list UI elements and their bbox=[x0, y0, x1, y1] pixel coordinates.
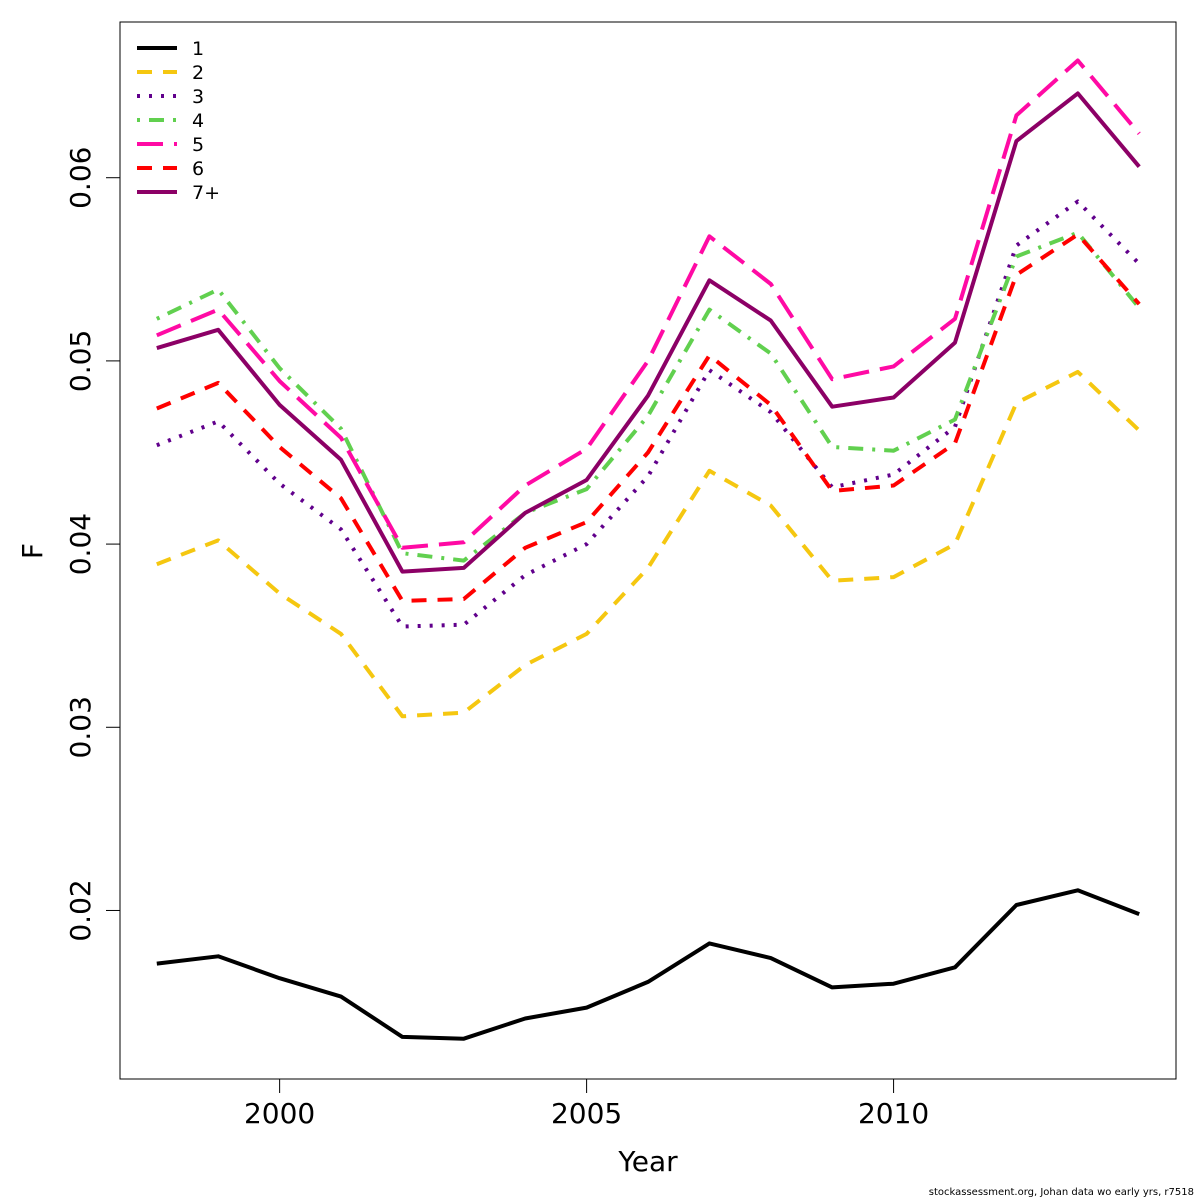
series-line-1 bbox=[156, 888, 1140, 1041]
y-tick-label: 0.06 bbox=[64, 147, 97, 209]
series-line-6 bbox=[156, 232, 1141, 603]
y-tick-label: 0.02 bbox=[64, 879, 97, 941]
series-line-7plus bbox=[156, 91, 1141, 574]
legend-label: 1 bbox=[192, 38, 204, 60]
x-tick-label: 2010 bbox=[858, 1097, 929, 1130]
y-tick-label: 0.03 bbox=[64, 696, 97, 758]
series-line-5 bbox=[156, 58, 1141, 550]
x-tick-label: 2000 bbox=[244, 1097, 315, 1130]
legend-label: 2 bbox=[192, 62, 204, 84]
legend-label: 7+ bbox=[192, 182, 220, 204]
series-line-3 bbox=[156, 199, 1141, 629]
legend-label: 4 bbox=[192, 110, 204, 132]
plot-frame bbox=[119, 21, 1177, 1080]
y-tick-label: 0.05 bbox=[64, 330, 97, 392]
y-tick-label: 0.04 bbox=[64, 513, 97, 575]
y-axis: 0.02 0.03 0.04 0.05 0.06 bbox=[64, 147, 121, 942]
series-line-2 bbox=[156, 369, 1141, 719]
credit-text: stockassessment.org, Johan data wo early… bbox=[928, 1187, 1194, 1198]
legend-label: 6 bbox=[192, 158, 204, 180]
x-axis-title: Year bbox=[617, 1145, 678, 1178]
series-lines bbox=[155, 58, 1141, 1041]
x-axis: 2000 2005 2010 bbox=[244, 1078, 929, 1130]
legend-label: 3 bbox=[192, 86, 204, 108]
y-axis-title: F bbox=[16, 543, 49, 559]
x-tick-label: 2005 bbox=[551, 1097, 622, 1130]
legend-label: 5 bbox=[192, 134, 204, 156]
